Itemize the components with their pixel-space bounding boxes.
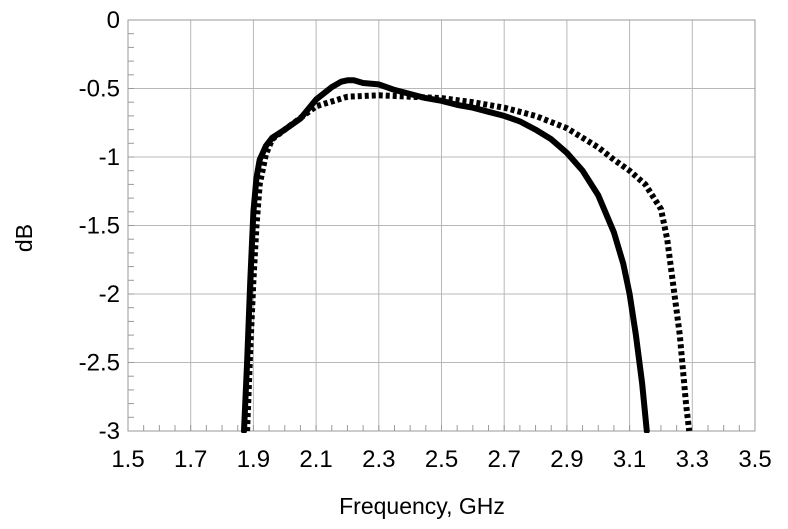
minor-ticks	[127, 19, 756, 432]
y-tick-label: -0.5	[79, 76, 120, 103]
series-group	[241, 77, 693, 433]
x-tick-labels: 1.5 1.7 1.9 2.1 2.3 2.5 2.7 2.9 3.1 3.3 3.5	[111, 446, 771, 473]
y-tick-label: -2	[99, 281, 120, 308]
x-tick-label: 2.3	[362, 446, 395, 473]
y-tick-label: -1	[99, 144, 120, 171]
y-tick-label: -2.5	[79, 350, 120, 377]
y-tick-labels: 0 -0.5 -1 -1.5 -2 -2.5 -3	[79, 7, 120, 445]
x-tick-label: 2.1	[299, 446, 332, 473]
series-line-dotted	[244, 92, 693, 432]
y-tick-label: 0	[107, 7, 120, 34]
x-axis-title: Frequency, GHz	[339, 493, 505, 519]
x-tick-label: 3.5	[738, 446, 771, 473]
x-tick-label: 3.1	[613, 446, 646, 473]
x-tick-label: 1.9	[237, 446, 270, 473]
y-tick-label: -1.5	[79, 213, 120, 240]
x-tick-label: 2.9	[550, 446, 583, 473]
x-tick-label: 1.5	[111, 446, 144, 473]
y-axis-title: dB	[11, 224, 37, 252]
x-tick-label: 2.5	[425, 446, 458, 473]
grid	[127, 19, 756, 432]
x-tick-label: 1.7	[174, 446, 207, 473]
x-tick-label: 2.7	[488, 446, 521, 473]
x-tick-label: 3.3	[676, 446, 709, 473]
series-line-solid	[241, 77, 650, 433]
plot-frame	[127, 19, 756, 432]
y-tick-label: -3	[99, 418, 120, 445]
